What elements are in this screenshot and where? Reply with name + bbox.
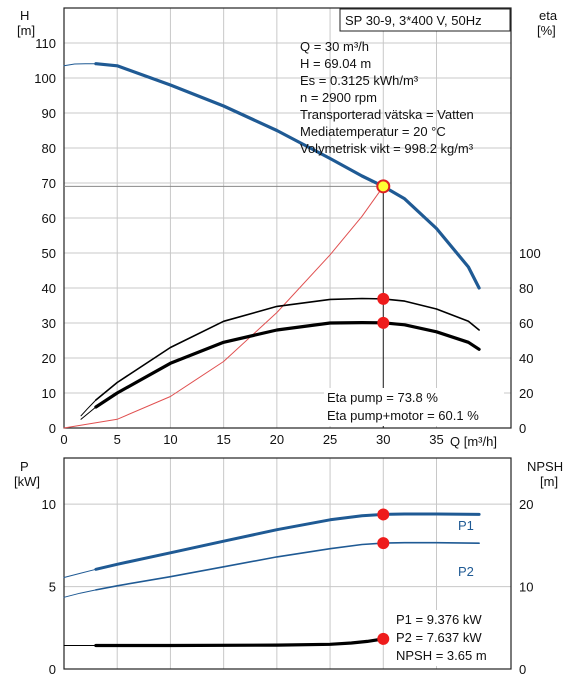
y-right-tick-label: 20 — [519, 386, 533, 401]
bottom-panel-ticks: 0 5 10 0 10 20 — [42, 497, 534, 677]
series-p1 — [94, 512, 481, 571]
data-marker — [377, 316, 390, 329]
y-right-tick-label: 60 — [519, 316, 533, 331]
bottom-panel-grid — [64, 458, 511, 669]
title-box — [339, 8, 511, 32]
series-layer — [63, 62, 481, 648]
series-p2 — [95, 541, 480, 591]
data-marker — [376, 179, 391, 194]
y-left-tick-label: 10 — [42, 497, 56, 512]
info-line-h: H = 69.04 m — [300, 56, 371, 71]
y-right-tick-label: 0 — [519, 662, 526, 677]
y-left-tick-label: 5 — [49, 580, 56, 595]
data-marker — [377, 508, 390, 521]
x-tick-label: 30 — [376, 432, 390, 447]
data-marker — [377, 292, 390, 305]
y-right-tick-label: 40 — [519, 351, 533, 366]
info-line-n: n = 2900 rpm — [300, 90, 377, 105]
top-right-axis-label-1: eta — [539, 8, 558, 23]
series-npsh — [94, 637, 385, 648]
x-tick-label: 35 — [429, 432, 443, 447]
bottom-panel-frame — [63, 457, 512, 670]
y-left-tick-label: 20 — [42, 351, 56, 366]
y-left-tick-label: 40 — [42, 281, 56, 296]
bottom-info-backdrop — [392, 610, 508, 666]
series-eta-motor — [94, 321, 481, 409]
info-line-es: Es = 0.3125 kWh/m³ — [300, 73, 419, 88]
y-left-tick-label: 100 — [34, 71, 56, 86]
series-eta-motor-ext — [80, 406, 97, 420]
y-left-tick-label: 0 — [49, 662, 56, 677]
x-tick-label: 5 — [114, 432, 121, 447]
top-left-axis-label-1: H — [20, 8, 29, 23]
series-head — [94, 62, 481, 290]
y-left-tick-label: 0 — [49, 421, 56, 436]
p2-info-label: P2 = 7.637 kW — [396, 630, 482, 645]
data-marker — [377, 537, 390, 550]
y-left-tick-label: 110 — [35, 36, 56, 51]
y-right-tick-label: 20 — [519, 497, 533, 512]
y-left-tick-label: 80 — [42, 141, 56, 156]
y-right-tick-label: 0 — [519, 421, 526, 436]
top-right-axis-label-2: [%] — [537, 23, 556, 38]
top-panel-grid — [64, 8, 511, 428]
y-right-tick-label: 10 — [519, 580, 533, 595]
x-tick-label: 20 — [270, 432, 284, 447]
info-line-density: Volymetrisk vikt = 998.2 kg/m³ — [300, 141, 474, 156]
p1-info-label: P1 = 9.376 kW — [396, 612, 482, 627]
npsh-info-label: NPSH = 3.65 m — [396, 648, 487, 663]
y-left-tick-label: 70 — [42, 176, 56, 191]
info-line-q: Q = 30 m³/h — [300, 39, 369, 54]
series-eta-pump — [95, 297, 480, 401]
y-left-tick-label: 50 — [42, 246, 56, 261]
y-right-tick-label: 100 — [519, 246, 541, 261]
series-p1-ext — [63, 568, 97, 578]
x-tick-label: 0 — [60, 432, 67, 447]
eta-info-backdrop — [324, 388, 504, 426]
bottom-right-axis-label-1: NPSH — [527, 459, 563, 474]
eta-pump-label: Eta pump = 73.8 % — [327, 390, 438, 405]
y-right-tick-label: 80 — [519, 281, 533, 296]
y-left-tick-label: 90 — [42, 106, 56, 121]
series-head-ext — [63, 63, 97, 67]
series-eta-pump-ext — [80, 399, 97, 417]
chart-title: SP 30-9, 3*400 V, 50Hz — [345, 13, 482, 28]
data-marker — [377, 632, 390, 645]
x-axis-label: Q [m³/h] — [450, 434, 497, 449]
top-panel-frame — [63, 7, 512, 429]
x-tick-label: 10 — [163, 432, 177, 447]
y-left-tick-label: 10 — [42, 386, 56, 401]
p2-series-label: P2 — [458, 564, 474, 579]
bottom-right-axis-label-2: [m] — [540, 474, 558, 489]
info-line-temp: Mediatemperatur = 20 °C — [300, 124, 446, 139]
bottom-left-axis-label-2: [kW] — [14, 474, 40, 489]
eta-pump-motor-label: Eta pump+motor = 60.1 % — [327, 408, 479, 423]
x-tick-label: 25 — [323, 432, 337, 447]
y-left-tick-label: 60 — [42, 211, 56, 226]
info-line-fluid: Transporterad vätska = Vatten — [300, 107, 474, 122]
top-panel-ticks: 0 5 10 15 20 25 30 35 0 10 20 30 40 50 60 70 80 90 100 110 0… — [34, 36, 540, 447]
bottom-left-axis-label-1: P — [20, 459, 29, 474]
p1-series-label: P1 — [458, 518, 474, 533]
y-left-tick-label: 30 — [42, 316, 56, 331]
series-p2-ext — [63, 589, 97, 598]
x-tick-label: 15 — [216, 432, 230, 447]
top-left-axis-label-2: [m] — [17, 23, 35, 38]
